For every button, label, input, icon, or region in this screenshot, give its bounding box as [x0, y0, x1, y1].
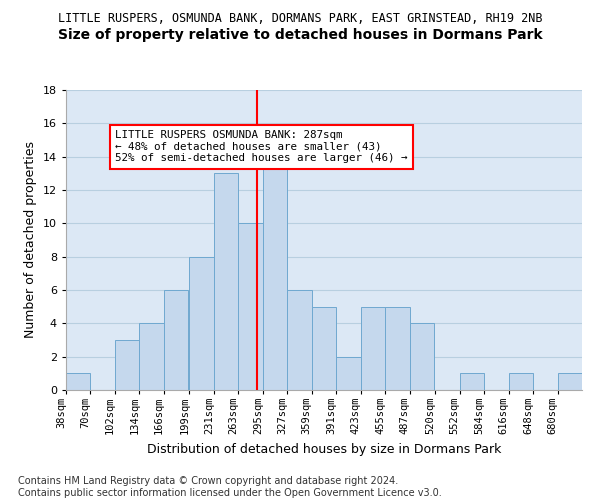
Bar — [410, 324, 434, 390]
Bar — [557, 374, 582, 390]
Text: Contains HM Land Registry data © Crown copyright and database right 2024.
Contai: Contains HM Land Registry data © Crown c… — [18, 476, 442, 498]
Bar — [263, 140, 287, 390]
Bar — [460, 374, 484, 390]
X-axis label: Distribution of detached houses by size in Dormans Park: Distribution of detached houses by size … — [147, 443, 501, 456]
Bar — [164, 290, 188, 390]
Bar — [287, 290, 312, 390]
Text: LITTLE RUSPERS, OSMUNDA BANK, DORMANS PARK, EAST GRINSTEAD, RH19 2NB: LITTLE RUSPERS, OSMUNDA BANK, DORMANS PA… — [58, 12, 542, 26]
Y-axis label: Number of detached properties: Number of detached properties — [24, 142, 37, 338]
Bar — [509, 374, 533, 390]
Bar — [312, 306, 336, 390]
Bar — [214, 174, 238, 390]
Bar — [238, 224, 263, 390]
Bar — [361, 306, 385, 390]
Bar — [385, 306, 410, 390]
Text: Size of property relative to detached houses in Dormans Park: Size of property relative to detached ho… — [58, 28, 542, 42]
Bar — [139, 324, 164, 390]
Bar — [189, 256, 214, 390]
Bar — [66, 374, 91, 390]
Text: LITTLE RUSPERS OSMUNDA BANK: 287sqm
← 48% of detached houses are smaller (43)
52: LITTLE RUSPERS OSMUNDA BANK: 287sqm ← 48… — [115, 130, 407, 163]
Bar — [115, 340, 139, 390]
Bar — [336, 356, 361, 390]
